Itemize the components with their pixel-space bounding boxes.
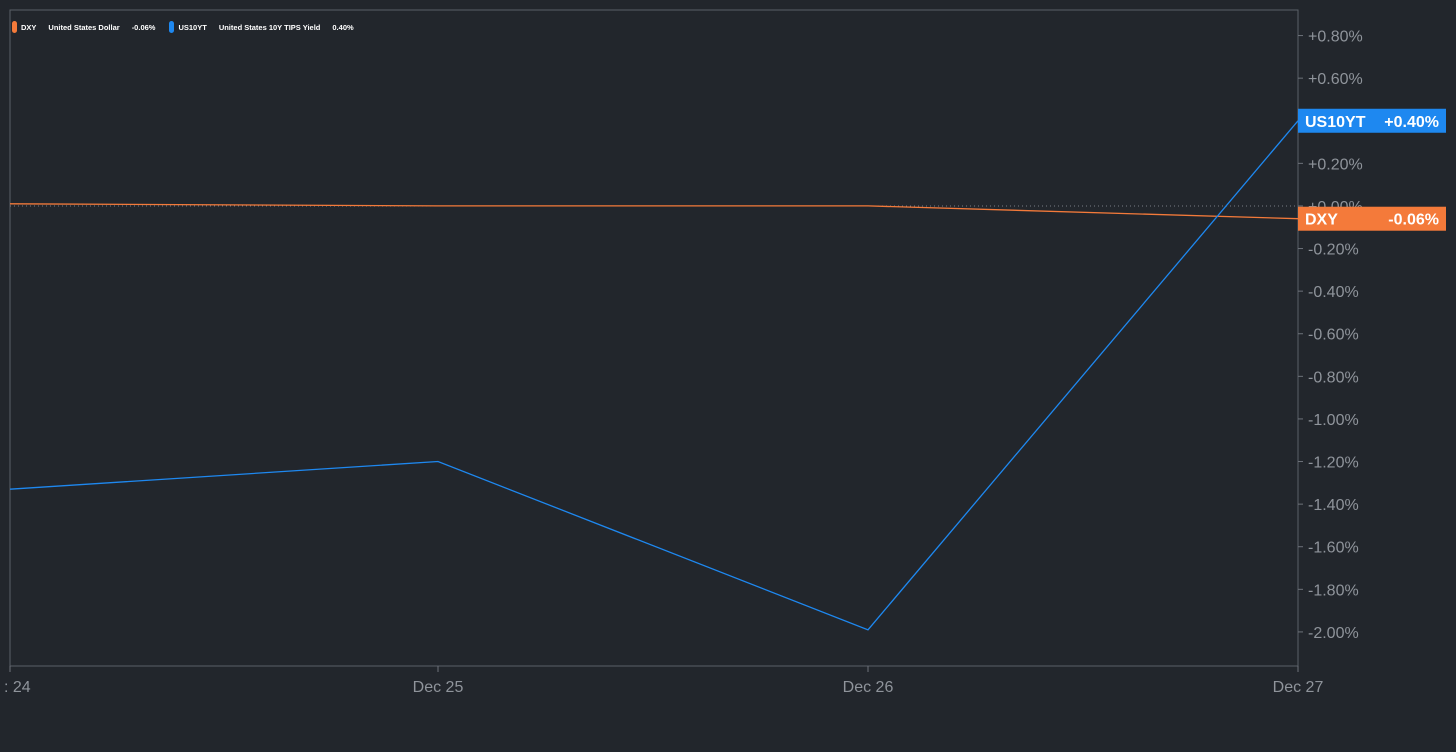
- y-tick-label: -1.20%: [1308, 455, 1359, 472]
- x-axis: : 24 Dec 25 Dec 26 Dec 27: [4, 666, 1323, 696]
- y-tick-label: -0.20%: [1308, 242, 1359, 259]
- legend-item-us10yt[interactable]: US10YT United States 10Y TIPS Yield 0.40…: [169, 21, 354, 33]
- badge-dxy: DXY -0.06%: [1298, 206, 1446, 231]
- y-tick-label: -0.40%: [1308, 284, 1359, 301]
- legend-value-us10yt: 0.40%: [332, 22, 354, 32]
- legend-ticker-dxy: DXY: [21, 22, 37, 32]
- legend-swatch-dxy: [12, 21, 17, 33]
- y-tick-label: -1.80%: [1308, 582, 1359, 599]
- last-value-badges: DXY -0.06% US10YT +0.40%: [1298, 108, 1446, 231]
- y-tick-label: +0.80%: [1308, 29, 1363, 46]
- legend-item-dxy[interactable]: DXY United States Dollar -0.06%: [12, 21, 155, 33]
- badge-label: US10YT: [1305, 114, 1366, 131]
- x-tick-label: Dec 25: [413, 679, 464, 696]
- x-tick-label: Dec 27: [1273, 679, 1324, 696]
- series-line-us10yt[interactable]: [9, 120, 1299, 631]
- y-tick-label: -1.00%: [1308, 412, 1359, 429]
- y-tick-label: -1.40%: [1308, 497, 1359, 514]
- badge-label: DXY: [1305, 212, 1338, 229]
- legend-name-dxy: United States Dollar: [48, 22, 120, 32]
- chart-legend: DXY United States Dollar -0.06% US10YT U…: [12, 20, 368, 34]
- y-tick-label: -0.60%: [1308, 327, 1359, 344]
- series-lines: [9, 120, 1299, 631]
- x-tick-label: Dec 26: [843, 679, 894, 696]
- y-tick-label: -1.60%: [1308, 540, 1359, 557]
- y-tick-label: -2.00%: [1308, 625, 1359, 642]
- y-tick-label: -0.80%: [1308, 369, 1359, 386]
- badge-background: [1298, 108, 1446, 133]
- badge-us10yt: US10YT +0.40%: [1298, 108, 1446, 133]
- legend-ticker-us10yt: US10YT: [178, 22, 207, 32]
- series-line-dxy[interactable]: [9, 203, 1299, 220]
- badge-value: -0.06%: [1388, 212, 1439, 229]
- legend-name-us10yt: United States 10Y TIPS Yield: [218, 22, 321, 32]
- badge-value: +0.40%: [1384, 114, 1439, 131]
- badge-background: [1298, 206, 1446, 231]
- legend-value-dxy: -0.06%: [131, 22, 156, 32]
- legend-swatch-us10yt: [169, 21, 175, 33]
- y-tick-label: +0.20%: [1308, 156, 1363, 173]
- plot-frame: [9, 9, 1299, 667]
- x-tick-label: : 24: [4, 679, 31, 696]
- y-tick-label: +0.60%: [1308, 71, 1363, 88]
